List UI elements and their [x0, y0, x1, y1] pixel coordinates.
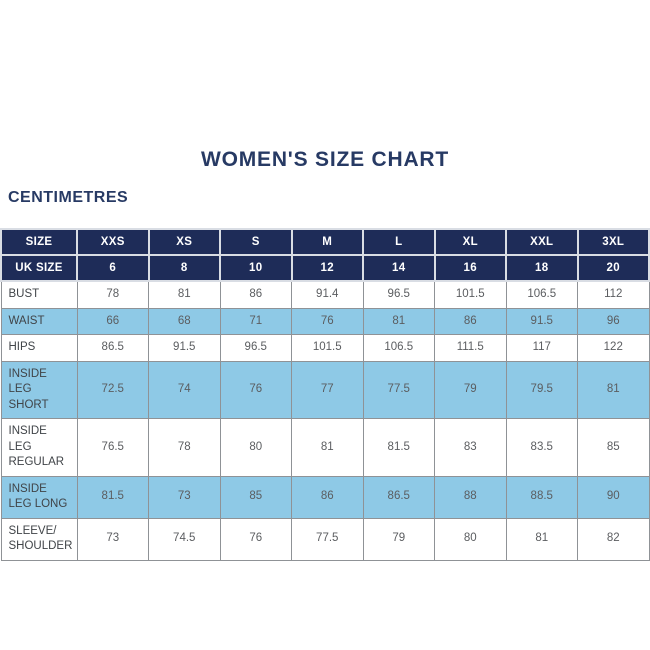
- measurement-value: 74.5: [148, 517, 221, 561]
- measurement-value: 96: [577, 307, 650, 336]
- measurement-value: 81: [291, 418, 364, 477]
- measurement-row-label: INSIDE LEG SHORT: [0, 360, 78, 420]
- size-col-header: XXS: [76, 228, 150, 256]
- units-label: CENTIMETRES: [8, 189, 129, 206]
- measurement-row: BUST 78 81 86 91.4 96.5 101.5 106.5 112: [0, 280, 650, 309]
- measurement-value: 71: [219, 307, 292, 336]
- measurement-row: INSIDE LEG SHORT 72.5 74 76 77 77.5 79 79.5 81: [0, 360, 650, 420]
- measurement-row-label: BUST: [0, 280, 78, 309]
- size-col-header: XXL: [505, 228, 579, 256]
- measurement-value: 85: [219, 475, 292, 519]
- measurement-value: 76: [291, 307, 364, 336]
- measurement-value: 81: [148, 280, 221, 309]
- measurement-value: 78: [76, 280, 149, 309]
- uk-size-value: 10: [219, 254, 293, 282]
- measurement-value: 81: [505, 517, 578, 561]
- measurement-row: HIPS 86.5 91.5 96.5 101.5 106.5 111.5 117 122: [0, 334, 650, 362]
- uk-size-value: 6: [76, 254, 150, 282]
- measurement-value: 83.5: [505, 418, 578, 477]
- measurement-value: 66: [76, 307, 149, 336]
- measurement-value: 76.5: [76, 418, 149, 477]
- measurement-value: 80: [434, 517, 507, 561]
- measurement-value: 78: [148, 418, 221, 477]
- size-col-header: 3XL: [576, 228, 650, 256]
- measurement-row: SLEEVE/ SHOULDER 73 74.5 76 77.5 79 80 81 82: [0, 517, 650, 561]
- measurement-row-label: INSIDE LEG REGULAR: [0, 418, 78, 477]
- measurement-value: 82: [577, 517, 650, 561]
- uk-size-value: 12: [290, 254, 364, 282]
- measurement-value: 112: [577, 280, 650, 309]
- measurement-value: 68: [148, 307, 221, 336]
- measurement-row-label: SLEEVE/ SHOULDER: [0, 517, 78, 561]
- measurement-value: 81.5: [76, 475, 149, 519]
- measurement-row-label: HIPS: [0, 334, 78, 362]
- size-col-header: S: [219, 228, 293, 256]
- measurement-value: 101.5: [434, 280, 507, 309]
- measurement-value: 86: [434, 307, 507, 336]
- measurement-value: 86: [219, 280, 292, 309]
- page-title: WOMEN'S SIZE CHART: [200, 148, 450, 171]
- size-chart-header: SIZE XXS XS S M L XL XXL 3XL UK SIZE 6 8 10 12 14 16 18…: [0, 228, 650, 282]
- measurement-value: 90: [577, 475, 650, 519]
- measurement-value: 117: [505, 334, 578, 362]
- measurement-value: 72.5: [76, 360, 149, 420]
- uk-size-value: 16: [433, 254, 507, 282]
- measurement-value: 88.5: [505, 475, 578, 519]
- measurement-value: 79: [362, 517, 435, 561]
- measurement-value: 83: [434, 418, 507, 477]
- measurement-value: 106.5: [362, 334, 435, 362]
- uk-size-value: 14: [362, 254, 436, 282]
- measurement-value: 96.5: [219, 334, 292, 362]
- measurement-value: 76: [219, 517, 292, 561]
- measurement-row: INSIDE LEG REGULAR 76.5 78 80 81 81.5 83 83.5 85: [0, 418, 650, 477]
- measurement-row: INSIDE LEG LONG 81.5 73 85 86 86.5 88 88.5 90: [0, 475, 650, 519]
- measurement-value: 77: [291, 360, 364, 420]
- uk-size-value: 8: [147, 254, 221, 282]
- measurement-value: 81.5: [362, 418, 435, 477]
- size-row-label: SIZE: [0, 228, 78, 256]
- measurement-row: WAIST 66 68 71 76 81 86 91.5 96: [0, 307, 650, 336]
- size-chart-body: BUST 78 81 86 91.4 96.5 101.5 106.5 112 WAIST 66 68…: [0, 280, 650, 561]
- measurement-value: 79: [434, 360, 507, 420]
- size-col-header: M: [290, 228, 364, 256]
- measurement-value: 101.5: [291, 334, 364, 362]
- uk-size-value: 18: [505, 254, 579, 282]
- measurement-value: 74: [148, 360, 221, 420]
- measurement-value: 91.5: [505, 307, 578, 336]
- measurement-value: 77.5: [362, 360, 435, 420]
- size-col-header: XL: [433, 228, 507, 256]
- measurement-row-label: WAIST: [0, 307, 78, 336]
- uk-size-row-label: UK SIZE: [0, 254, 78, 282]
- measurement-value: 86: [291, 475, 364, 519]
- measurement-value: 96.5: [362, 280, 435, 309]
- measurement-value: 111.5: [434, 334, 507, 362]
- size-col-header: L: [362, 228, 436, 256]
- size-header-row: SIZE XXS XS S M L XL XXL 3XL: [0, 228, 650, 256]
- measurement-value: 79.5: [505, 360, 578, 420]
- measurement-value: 77.5: [291, 517, 364, 561]
- measurement-value: 73: [148, 475, 221, 519]
- measurement-value: 86.5: [362, 475, 435, 519]
- measurement-value: 91.5: [148, 334, 221, 362]
- uk-size-value: 20: [576, 254, 650, 282]
- uk-size-header-row: UK SIZE 6 8 10 12 14 16 18 20: [0, 254, 650, 282]
- measurement-value: 86.5: [76, 334, 149, 362]
- size-chart-table: SIZE XXS XS S M L XL XXL 3XL UK SIZE 6 8 10 12 14 16 18…: [0, 228, 650, 561]
- measurement-value: 106.5: [505, 280, 578, 309]
- measurement-value: 80: [219, 418, 292, 477]
- measurement-value: 73: [76, 517, 149, 561]
- measurement-value: 122: [577, 334, 650, 362]
- measurement-row-label: INSIDE LEG LONG: [0, 475, 78, 519]
- measurement-value: 76: [219, 360, 292, 420]
- measurement-value: 91.4: [291, 280, 364, 309]
- size-col-header: XS: [147, 228, 221, 256]
- measurement-value: 81: [577, 360, 650, 420]
- measurement-value: 88: [434, 475, 507, 519]
- measurement-value: 85: [577, 418, 650, 477]
- measurement-value: 81: [362, 307, 435, 336]
